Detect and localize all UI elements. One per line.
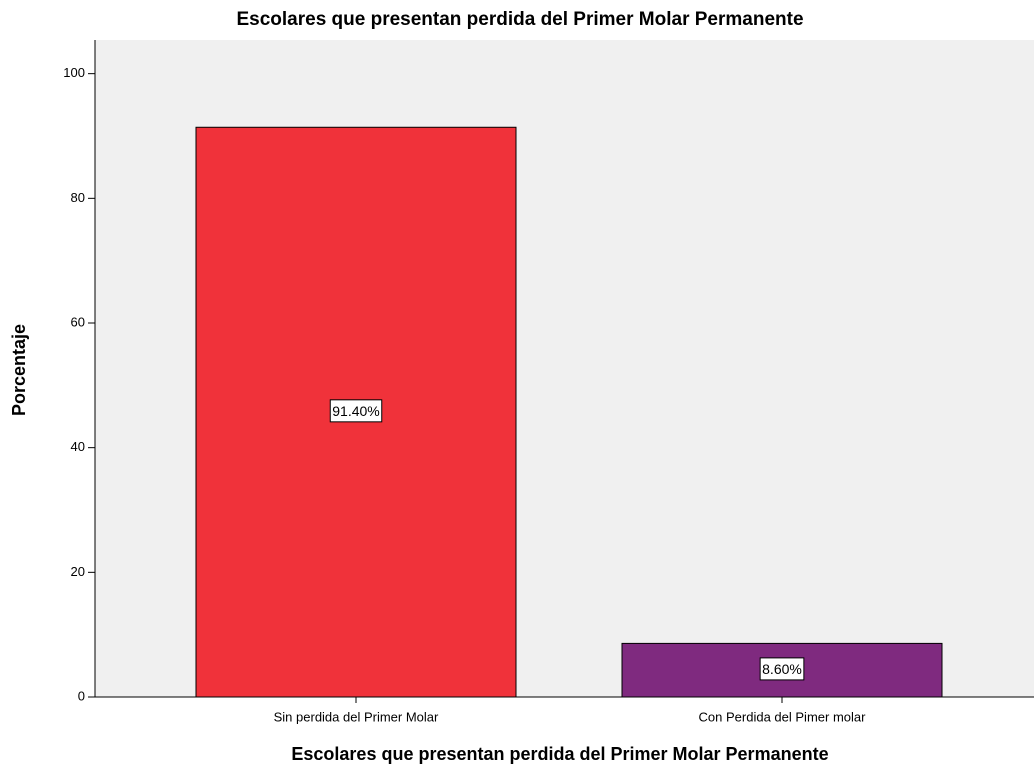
value-label: 8.60% [762,661,802,677]
y-tick-label: 0 [78,688,85,703]
value-label-box [759,657,805,681]
x-tick-label: Sin perdida del Primer Molar [274,709,439,724]
x-tick-label: Con Perdida del Pimer molar [699,709,867,724]
y-tick-label: 60 [71,314,85,329]
y-tick-label: 80 [71,190,85,205]
chart-title: Escolares que presentan perdida del Prim… [236,9,803,30]
y-tick-label: 40 [71,439,85,454]
value-label: 91.40% [332,403,379,419]
y-axis-title: Porcentaje [9,324,29,416]
y-tick-label: 100 [63,65,85,80]
y-tick-label: 20 [71,564,85,579]
x-axis-title: Escolares que presentan perdida del Prim… [291,744,828,764]
value-label-box [329,399,383,423]
